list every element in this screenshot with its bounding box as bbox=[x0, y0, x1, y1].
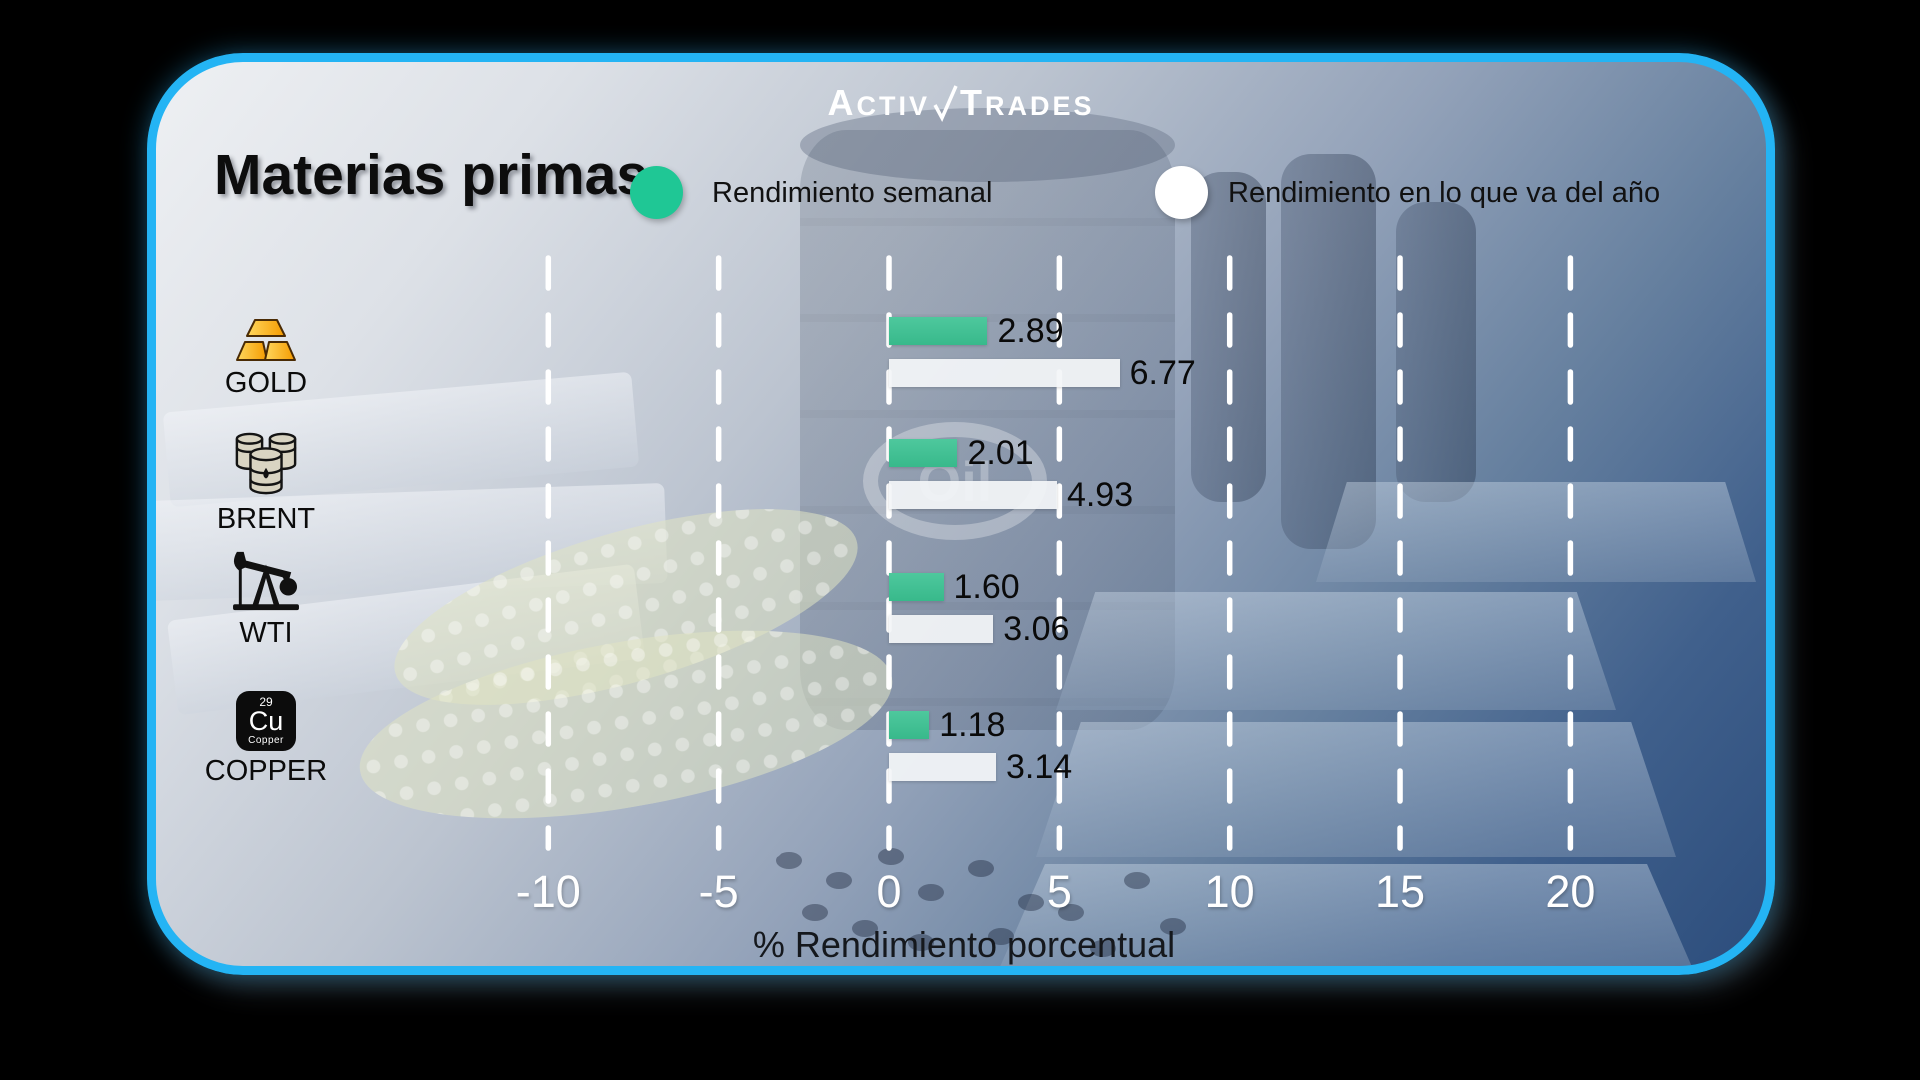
legend-dot-weekly bbox=[630, 166, 683, 219]
category-label: WTI bbox=[239, 617, 293, 649]
x-tick-label: 0 bbox=[876, 866, 902, 917]
pump-jack-icon bbox=[233, 551, 299, 611]
legend-dot-ytd bbox=[1155, 166, 1208, 219]
row-gold: GOLD 2.89 6.77 bbox=[156, 312, 1766, 427]
bar-ytd-gold bbox=[889, 359, 1120, 387]
bar-ytd-copper bbox=[889, 753, 996, 781]
x-tick-label: 20 bbox=[1545, 866, 1596, 917]
x-tick-label: -5 bbox=[698, 866, 739, 917]
bar-ytd-brent bbox=[889, 481, 1057, 509]
category-gold: GOLD bbox=[160, 317, 372, 400]
category-copper: 29 Cu Copper COPPER bbox=[160, 691, 372, 788]
copper-name: Copper bbox=[248, 735, 284, 746]
bar-value-label: 4.93 bbox=[1066, 476, 1134, 514]
bar-weekly-copper bbox=[889, 711, 930, 739]
copper-element-icon: 29 Cu Copper bbox=[236, 691, 296, 751]
copper-atomic-number: 29 bbox=[259, 695, 273, 709]
row-brent: BRENT 2.01 4.93 bbox=[156, 432, 1766, 549]
logo-text: RADES bbox=[985, 90, 1095, 121]
logo-text: CTIV bbox=[856, 90, 930, 121]
bar-value-label: 2.89 bbox=[997, 312, 1064, 350]
bar-value-label: 3.06 bbox=[1003, 610, 1070, 648]
x-tick-label: 15 bbox=[1375, 866, 1426, 917]
legend-label-ytd: Rendimiento en lo que va del año bbox=[1228, 177, 1661, 209]
bar-weekly-brent bbox=[889, 439, 958, 467]
bar-value-label: 6.77 bbox=[1129, 354, 1196, 392]
row-wti: WTI 1.60 3.06 bbox=[156, 551, 1766, 683]
category-wti: WTI bbox=[160, 549, 372, 650]
activtrades-logo: A CTIV T RADES bbox=[156, 82, 1766, 123]
bar-value-label: 1.18 bbox=[939, 706, 1006, 744]
x-tick-label: 5 bbox=[1046, 866, 1072, 917]
bar-value-label: 3.14 bbox=[1005, 748, 1073, 786]
gold-bars-icon bbox=[236, 319, 296, 361]
category-label: COPPER bbox=[204, 755, 328, 787]
bar-weekly-wti bbox=[889, 573, 944, 601]
bar-weekly-gold bbox=[889, 317, 988, 345]
copper-symbol: Cu bbox=[248, 706, 284, 736]
page-title: Materias primas bbox=[214, 143, 649, 207]
x-axis-title: % Rendimiento porcentual bbox=[752, 924, 1176, 965]
x-tick-label: 10 bbox=[1204, 866, 1255, 917]
logo-text: T bbox=[960, 82, 985, 123]
category-label: GOLD bbox=[224, 367, 308, 399]
gridlines bbox=[545, 255, 1574, 851]
category-brent: BRENT bbox=[160, 429, 372, 536]
bar-ytd-wti bbox=[889, 615, 994, 643]
oil-barrels-icon bbox=[235, 432, 297, 495]
row-copper: 29 Cu Copper COPPER 1.18 3.14 bbox=[156, 691, 1766, 821]
x-tick-label: -10 bbox=[515, 866, 581, 917]
check-slash-icon bbox=[933, 85, 958, 122]
bar-value-label: 2.01 bbox=[967, 434, 1034, 472]
category-label: BRENT bbox=[216, 503, 316, 535]
infographic-card: Oil A CTIV T RADES Materias primas Rendi… bbox=[147, 53, 1775, 975]
bar-value-label: 1.60 bbox=[953, 568, 1020, 606]
legend-label-weekly: Rendimiento semanal bbox=[712, 177, 993, 209]
logo-text: A bbox=[827, 82, 857, 123]
